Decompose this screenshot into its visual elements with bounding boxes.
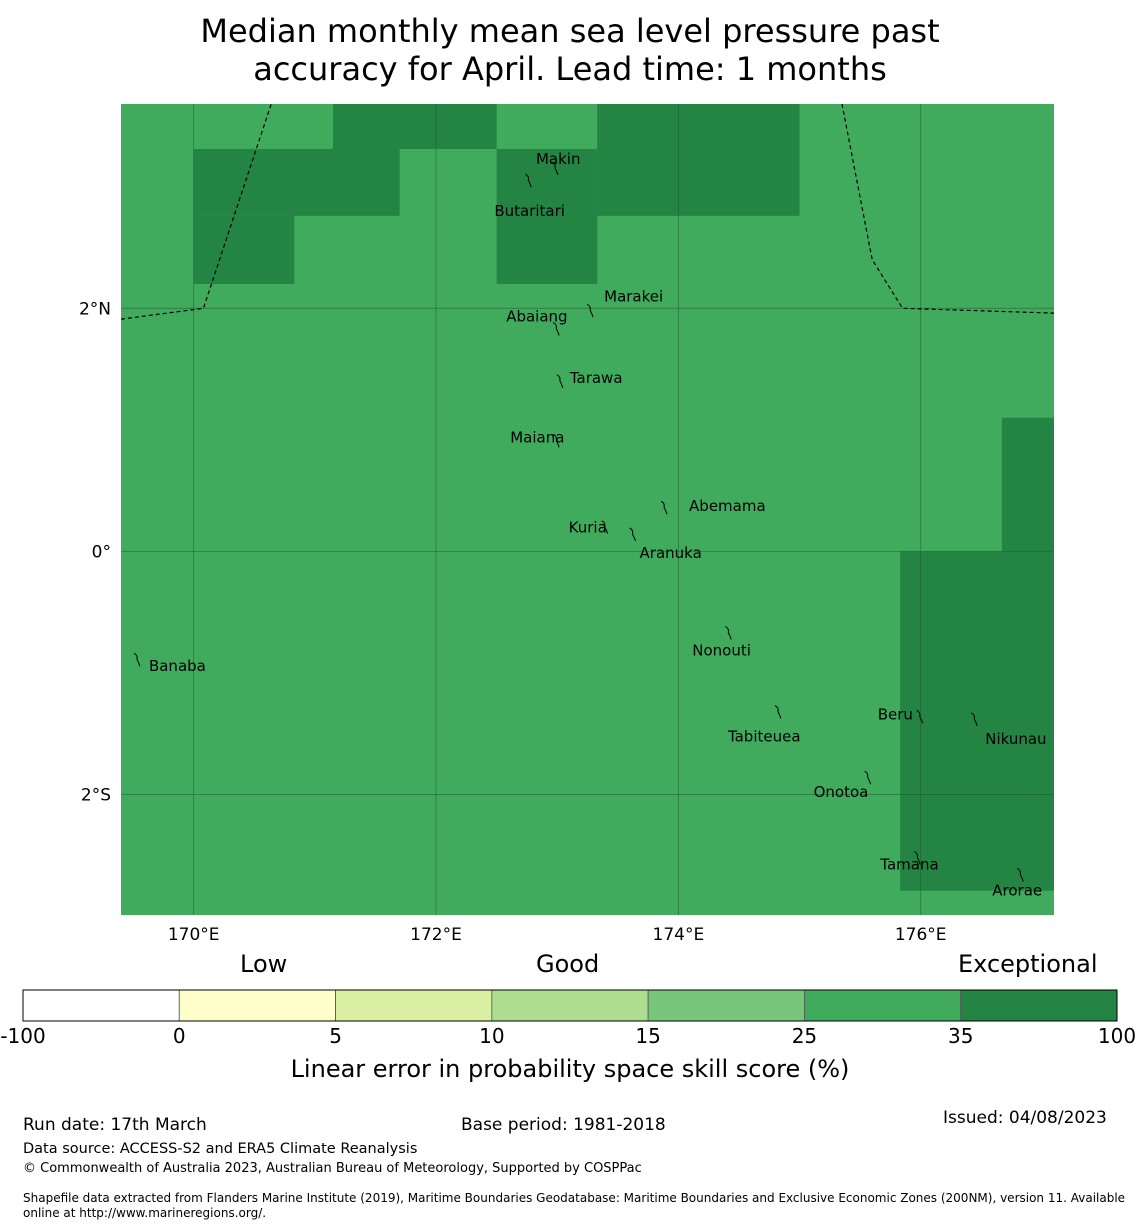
island-label: Banaba bbox=[149, 657, 206, 675]
island-label: Nikunau bbox=[985, 730, 1046, 748]
colorbar-tick-label: 15 bbox=[635, 1024, 661, 1048]
shapefile-credit-line-2: online at http://www.marineregions.org/. bbox=[23, 1206, 267, 1220]
island-label: Butaritari bbox=[494, 202, 565, 220]
colorbar-bin bbox=[960, 989, 1118, 1022]
exceptional-skill-cell bbox=[597, 104, 800, 216]
colorbar-bin bbox=[804, 989, 962, 1022]
exceptional-skill-cell bbox=[496, 148, 598, 284]
latitude-tick-label: 2°N bbox=[79, 299, 111, 319]
run-date: Run date: 17th March bbox=[23, 1115, 207, 1135]
island-label: Aranuka bbox=[640, 544, 702, 562]
colorbar-bin bbox=[22, 989, 180, 1022]
longitude-tick-label: 170°E bbox=[168, 925, 220, 945]
colorbar-bin bbox=[647, 989, 805, 1022]
skill-map: Makin Butaritari Marakei Abaiang Tarawa Maian… bbox=[79, 103, 1055, 945]
island-outline bbox=[914, 850, 921, 865]
exceptional-skill-cell bbox=[193, 215, 295, 284]
island-outline bbox=[133, 652, 141, 667]
category-exceptional-label: Exceptional bbox=[958, 950, 1098, 978]
island-outline bbox=[551, 161, 559, 176]
island-label: Tabiteuea bbox=[727, 728, 801, 746]
island-label: Tarawa bbox=[569, 369, 623, 387]
island-outline bbox=[552, 433, 560, 448]
issued-date: Issued: 04/08/2023 bbox=[943, 1108, 1107, 1128]
longitude-tick-label: 176°E bbox=[895, 925, 947, 945]
exceptional-skill-cell bbox=[193, 148, 400, 216]
map-title-line-1: Median monthly mean sea level pressure p… bbox=[200, 12, 940, 50]
island-outline bbox=[556, 374, 564, 388]
exceptional-skill-cell bbox=[333, 104, 497, 149]
colorbar-tick-label: 0 bbox=[172, 1024, 186, 1048]
island-outline bbox=[725, 626, 732, 640]
island-outline bbox=[586, 303, 594, 318]
island-label: Abaiang bbox=[506, 308, 567, 326]
island-label: Maiana bbox=[510, 428, 564, 446]
colorbar-frame bbox=[22, 989, 1118, 1022]
map-title-line-2: accuracy for April. Lead time: 1 months bbox=[253, 50, 887, 88]
colorbar-tick-label: 25 bbox=[791, 1024, 818, 1048]
colorbar-bin bbox=[491, 989, 649, 1022]
colorbar-tick-label: 35 bbox=[947, 1024, 974, 1048]
island-label: Makin bbox=[536, 150, 581, 168]
island-label: Marakei bbox=[604, 287, 663, 305]
category-low-label: Low bbox=[240, 950, 288, 978]
latitude-tick-label: 0° bbox=[92, 542, 111, 562]
island-outline bbox=[774, 705, 782, 719]
island-outline bbox=[660, 500, 668, 515]
island-outline bbox=[629, 527, 637, 542]
eez-boundary-line bbox=[841, 103, 1055, 314]
island-label: Beru bbox=[878, 705, 913, 723]
island-label: Kuria bbox=[569, 519, 607, 537]
island-label: Nonouti bbox=[692, 641, 751, 659]
eez-boundary-line bbox=[120, 103, 272, 320]
island-label: Abemama bbox=[689, 497, 766, 515]
latitude-tick-label: 2°S bbox=[81, 786, 111, 806]
island-label: Tamana bbox=[879, 855, 938, 873]
data-source: Data source: ACCESS-S2 and ERA5 Climate … bbox=[23, 1141, 418, 1157]
colorbar-tick-label: 100 bbox=[1097, 1024, 1137, 1048]
category-good-label: Good bbox=[536, 950, 600, 978]
island-label: Arorae bbox=[992, 881, 1042, 899]
island-outline bbox=[970, 712, 978, 726]
colorbar-tick-label: 5 bbox=[329, 1024, 342, 1048]
longitude-tick-label: 174°E bbox=[653, 925, 705, 945]
colorbar-tick-label: -100 bbox=[0, 1024, 46, 1048]
exceptional-skill-cell bbox=[1001, 417, 1054, 552]
base-period: Base period: 1981-2018 bbox=[461, 1115, 666, 1135]
copyright: © Commonwealth of Australia 2023, Austra… bbox=[23, 1161, 642, 1176]
island-outline bbox=[864, 770, 872, 785]
exceptional-skill-cell bbox=[900, 551, 1054, 891]
island-label: Onotoa bbox=[814, 783, 869, 801]
colorbar-bin bbox=[178, 989, 336, 1022]
colorbar-tick-label: 10 bbox=[479, 1024, 505, 1048]
island-outline bbox=[525, 173, 532, 188]
colorbar-bin bbox=[335, 989, 493, 1022]
colorbar-label: Linear error in probability space skill … bbox=[290, 1055, 850, 1083]
island-outline bbox=[916, 709, 924, 724]
island-outline bbox=[552, 322, 560, 336]
longitude-tick-label: 172°E bbox=[410, 925, 462, 945]
island-outline bbox=[1017, 867, 1024, 882]
shapefile-credit-line-1: Shapefile data extracted from Flanders M… bbox=[23, 1191, 1126, 1205]
island-outline bbox=[601, 520, 609, 534]
colorbar bbox=[22, 989, 1118, 1022]
